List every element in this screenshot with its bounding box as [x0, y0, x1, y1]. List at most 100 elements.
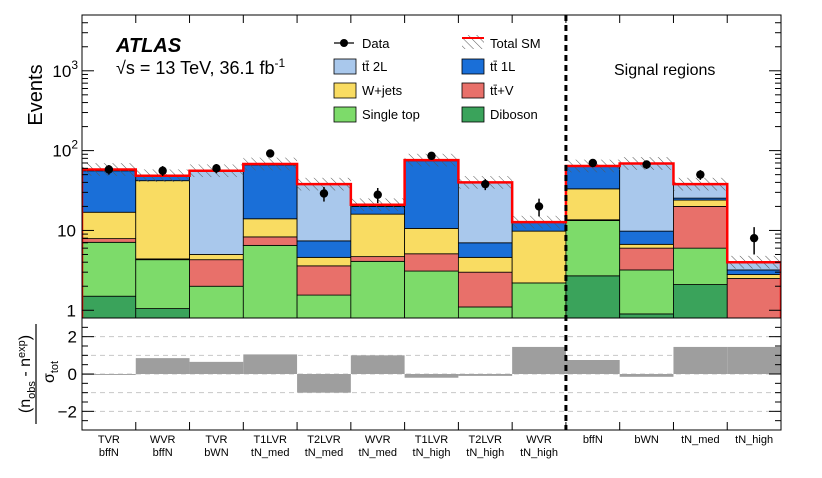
x-label-line1-5: WVR	[365, 434, 391, 446]
legend-label-singletop: Single top	[362, 107, 420, 122]
bar-ttv-5	[350, 256, 406, 262]
x-label-line2-6: tN_high	[413, 447, 451, 459]
x-label-line1-9: bffN	[583, 434, 603, 446]
x-label-line2-2: bWN	[204, 447, 229, 459]
bar-singletop-6	[404, 270, 459, 318]
legend-swatch-ttbar2l	[333, 58, 357, 75]
x-label-line1-4: T2LVR	[307, 434, 340, 446]
bar-ttbar1l-7	[457, 242, 513, 258]
legend-label-wjets: W+jets	[362, 83, 403, 98]
ratio-bar-7	[458, 374, 513, 376]
x-label-line2-8: tN_high	[520, 447, 558, 459]
x-label-line1-1: WVR	[150, 434, 176, 446]
bar-singletop-11	[673, 247, 728, 285]
ratio-bar-4	[297, 374, 351, 393]
legend-item-ttv: tt̄+V	[461, 82, 514, 99]
x-label-line1-12: tN_high	[735, 434, 773, 446]
bar-singletop-4	[296, 294, 352, 318]
bar-singletop-3	[242, 244, 298, 318]
x-label-line1-11: tN_med	[681, 434, 720, 446]
ratio-tick-label: 2	[68, 328, 77, 347]
total-sm-layer	[82, 158, 781, 318]
x-label-line2-5: tN_med	[358, 447, 397, 459]
bar-singletop-9	[565, 220, 621, 277]
bar-ttbar1l-3	[242, 164, 298, 220]
legend-swatch-wjets	[333, 82, 357, 99]
x-label-line2-0: bffN	[99, 447, 119, 459]
bar-singletop-8	[511, 282, 567, 318]
bar-wjets-10	[619, 243, 674, 249]
x-label-line1-3: T1LVR	[253, 434, 286, 446]
legend-label-diboson: Diboson	[490, 107, 538, 122]
bar-singletop-5	[350, 260, 406, 318]
legend-item-wjets: W+jets	[333, 82, 403, 99]
bar-wjets-9	[565, 188, 621, 221]
ratio-y-axis-title: (nobs - nexp) σtot	[16, 324, 61, 424]
data-point-0	[104, 165, 114, 174]
ratio-bar-3	[243, 354, 298, 374]
data-point-1	[158, 166, 167, 175]
legend-item-ttbar1l: tt̄ 1L	[461, 58, 515, 75]
legend-item-diboson: Diboson	[461, 106, 538, 123]
data-point-10	[642, 160, 651, 169]
bar-wjets-4	[296, 256, 352, 267]
bar-wjets-2	[189, 254, 244, 261]
bar-wjets-1	[135, 180, 190, 260]
bar-wjets-8	[511, 230, 567, 284]
x-label-line2-4: tN_med	[305, 447, 344, 459]
ratio-bar-8	[512, 346, 566, 374]
legend-swatch-ttbar1l	[461, 58, 485, 75]
bar-ttv-6	[404, 253, 459, 272]
data-point-11	[696, 170, 705, 179]
legend-label-total: Total SM	[490, 36, 541, 51]
bar-ttv-2	[189, 259, 244, 287]
bar-wjets-5	[350, 213, 406, 258]
bar-ttbar1l-4	[296, 240, 352, 258]
ratio-bar-10	[619, 374, 674, 377]
bar-ttv-4	[296, 265, 352, 296]
bar-wjets-12	[726, 274, 781, 279]
legend-item-ttbar2l: tt̄ 2L	[333, 58, 387, 75]
x-tick-labels: TVRbffNWVRbffNTVRbWNT1LVRtN_medT2LVRtN_m…	[98, 434, 773, 459]
bar-singletop-0	[82, 241, 137, 297]
ratio-tick-label: −2	[58, 402, 77, 421]
y-axis-title: Events	[25, 64, 47, 125]
bar-singletop-7	[457, 306, 513, 318]
x-label-line2-1: bffN	[153, 447, 173, 459]
energy-lumi-label: √s = 13 TeV, 36.1 fb-1	[116, 56, 286, 78]
ratio-layer	[82, 336, 781, 412]
x-label-line1-6: T1LVR	[415, 434, 448, 446]
data-point-3	[265, 149, 275, 158]
y-tick-label: 102	[52, 138, 78, 161]
x-label-line1-2: TVR	[205, 434, 227, 446]
bar-ttv-7	[457, 271, 513, 308]
legend-swatch-diboson	[461, 106, 485, 123]
legend-item-total: Total SM	[462, 35, 541, 51]
ratio-bar-12	[727, 346, 781, 374]
bar-diboson-11	[673, 284, 728, 318]
bar-ttbar2l-2	[189, 170, 244, 255]
bar-ttbar1l-0	[82, 170, 137, 213]
data-point-8	[534, 202, 544, 211]
legend-label-ttv: tt̄+V	[490, 83, 514, 98]
legend-swatch-singletop	[333, 106, 357, 123]
ratio-bar-5	[350, 355, 405, 374]
bar-diboson-1	[135, 308, 190, 318]
legend-label-ttbar2l: tt̄ 2L	[362, 59, 387, 74]
bar-singletop-10	[619, 269, 674, 315]
bar-ttbar1l-10	[619, 230, 674, 245]
ratio-tick-label: 0	[68, 365, 77, 384]
y-tick-label: 1	[67, 301, 76, 320]
bar-ttbar2l-7	[457, 181, 513, 244]
lumi-exponent: -1	[275, 56, 286, 70]
bar-diboson-0	[82, 295, 137, 318]
bar-wjets-6	[404, 228, 459, 255]
ratio-bar-1	[135, 358, 190, 374]
data-point-12	[749, 233, 759, 243]
bar-wjets-3	[242, 218, 298, 238]
bar-singletop-1	[135, 259, 190, 309]
ratio-denominator: σtot	[41, 361, 61, 383]
ratio-bar-9	[565, 360, 620, 374]
data-point-5	[373, 190, 382, 199]
